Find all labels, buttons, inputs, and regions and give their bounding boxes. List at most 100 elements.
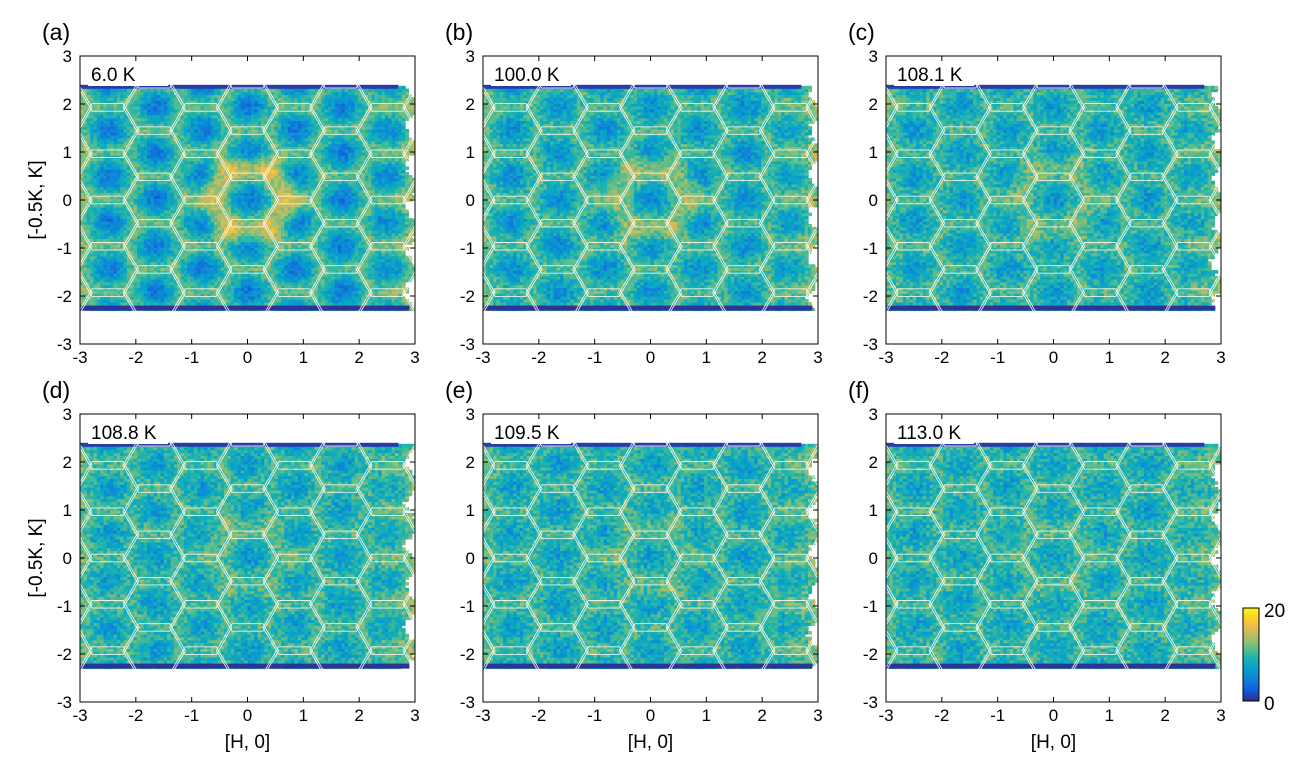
zone-hexagon	[355, 195, 415, 251]
x-tick-label: -2	[531, 348, 546, 367]
zone-hexagon	[665, 56, 729, 112]
zone-hexagon	[215, 484, 280, 540]
zone-hexagon	[886, 242, 946, 297]
y-tick-label: -2	[57, 645, 72, 664]
bottom-edge-row	[483, 663, 813, 669]
zone-hexagon	[618, 484, 683, 540]
zone-hexagon	[758, 103, 818, 158]
y-tick-label: 3	[869, 405, 878, 424]
zone-hexagon	[402, 628, 415, 673]
zone-hexagon	[1068, 553, 1132, 609]
zone-hexagon	[262, 242, 326, 297]
zone-hexagon	[525, 126, 589, 182]
zone-hexagon	[1208, 582, 1221, 627]
x-tick-label: -3	[878, 348, 893, 367]
zone-hexagon	[1115, 311, 1179, 344]
y-tick-label: 1	[63, 143, 72, 162]
brillouin-zone-hexagons	[886, 56, 1221, 344]
zone-hexagon	[665, 242, 729, 297]
zone-hexagon	[525, 218, 589, 274]
y-tick-label: -1	[460, 597, 475, 616]
zone-hexagon	[928, 172, 992, 228]
zone-hexagon	[169, 103, 233, 158]
zone-hexagon	[80, 103, 140, 158]
zone-hexagon	[355, 507, 415, 563]
zone-hexagon	[309, 576, 373, 632]
zone-hexagon	[402, 536, 415, 580]
zone-hexagon	[618, 414, 683, 447]
zone-hexagon	[712, 172, 776, 228]
zone-hexagon	[402, 270, 415, 315]
zone-hexagon	[525, 669, 589, 702]
zone-hexagon	[665, 600, 729, 655]
zone-hexagon	[169, 195, 233, 251]
zone-hexagon	[215, 311, 280, 344]
zone-hexagon	[1208, 178, 1221, 222]
y-tick-label: -2	[460, 287, 475, 306]
zone-hexagon	[712, 56, 776, 89]
x-tick-label: 0	[646, 706, 655, 725]
x-tick-label: -2	[128, 348, 143, 367]
zone-hexagon	[262, 414, 326, 470]
zone-hexagon	[1021, 623, 1086, 678]
zone-hexagon	[80, 242, 140, 297]
zone-hexagon	[1161, 242, 1221, 297]
x-tick-label: 1	[702, 706, 711, 725]
zone-hexagon	[80, 507, 140, 563]
zone-hexagon	[483, 56, 543, 112]
y-tick-label: -3	[57, 335, 72, 354]
top-edge-row	[80, 84, 399, 89]
zone-hexagon	[215, 669, 280, 702]
zone-hexagon	[122, 265, 186, 320]
zone-hexagon	[805, 85, 818, 130]
panel-f: -3 -2 -1 0 1 2 3 3 2 1 0 -1 -2 -3 113.0 K (f) [H, 0]	[848, 377, 1226, 753]
zone-hexagon	[618, 56, 683, 89]
zone-hexagon	[262, 103, 326, 158]
zone-hexagon	[975, 103, 1039, 158]
x-tick-label: 0	[646, 348, 655, 367]
temperature-label-bg	[894, 420, 974, 444]
zone-hexagon	[758, 242, 818, 297]
zone-hexagon	[1161, 56, 1221, 112]
zone-hexagon	[665, 553, 729, 609]
top-edge-row	[483, 84, 802, 89]
zone-hexagon	[618, 172, 683, 228]
y-tick-label: 2	[869, 95, 878, 114]
zone-hexagon	[1068, 461, 1132, 516]
zone-hexagon	[1115, 576, 1179, 632]
top-edge-row	[483, 442, 802, 447]
zone-hexagon	[618, 438, 683, 493]
x-tick-label: -1	[990, 706, 1005, 725]
temperature-label: 108.1 K	[897, 65, 963, 86]
y-tick-label: 0	[869, 549, 878, 568]
zone-hexagon	[975, 195, 1039, 251]
zone-hexagon	[572, 461, 636, 516]
zone-hexagon	[1115, 623, 1179, 678]
zone-hexagon	[928, 484, 992, 540]
y-tick-label: -3	[863, 693, 878, 712]
y-tick-label: -1	[57, 239, 72, 258]
zone-hexagon	[975, 149, 1039, 205]
zone-hexagon	[805, 443, 818, 488]
y-tick-label: 1	[869, 501, 878, 520]
x-tick-label: 1	[1105, 706, 1114, 725]
x-tick-label: -2	[531, 706, 546, 725]
y-tick-label: 1	[466, 501, 475, 520]
zone-hexagon	[886, 553, 946, 609]
zone-hexagon	[805, 224, 818, 269]
brillouin-zone-hexagons	[483, 56, 818, 344]
zone-hexagon	[805, 131, 818, 176]
zone-hexagon	[80, 600, 140, 655]
zone-hexagon	[758, 414, 818, 470]
zone-hexagon	[1068, 242, 1132, 297]
zone-hexagon	[355, 149, 415, 205]
zone-hexagon	[122, 56, 186, 89]
zone-hexagon	[886, 149, 946, 205]
x-tick-label: -1	[184, 348, 199, 367]
panel-label: (e)	[445, 377, 473, 403]
y-tick-label: -3	[57, 693, 72, 712]
zone-hexagon	[758, 195, 818, 251]
zone-hexagon	[1021, 218, 1086, 274]
zone-hexagon	[483, 461, 543, 516]
